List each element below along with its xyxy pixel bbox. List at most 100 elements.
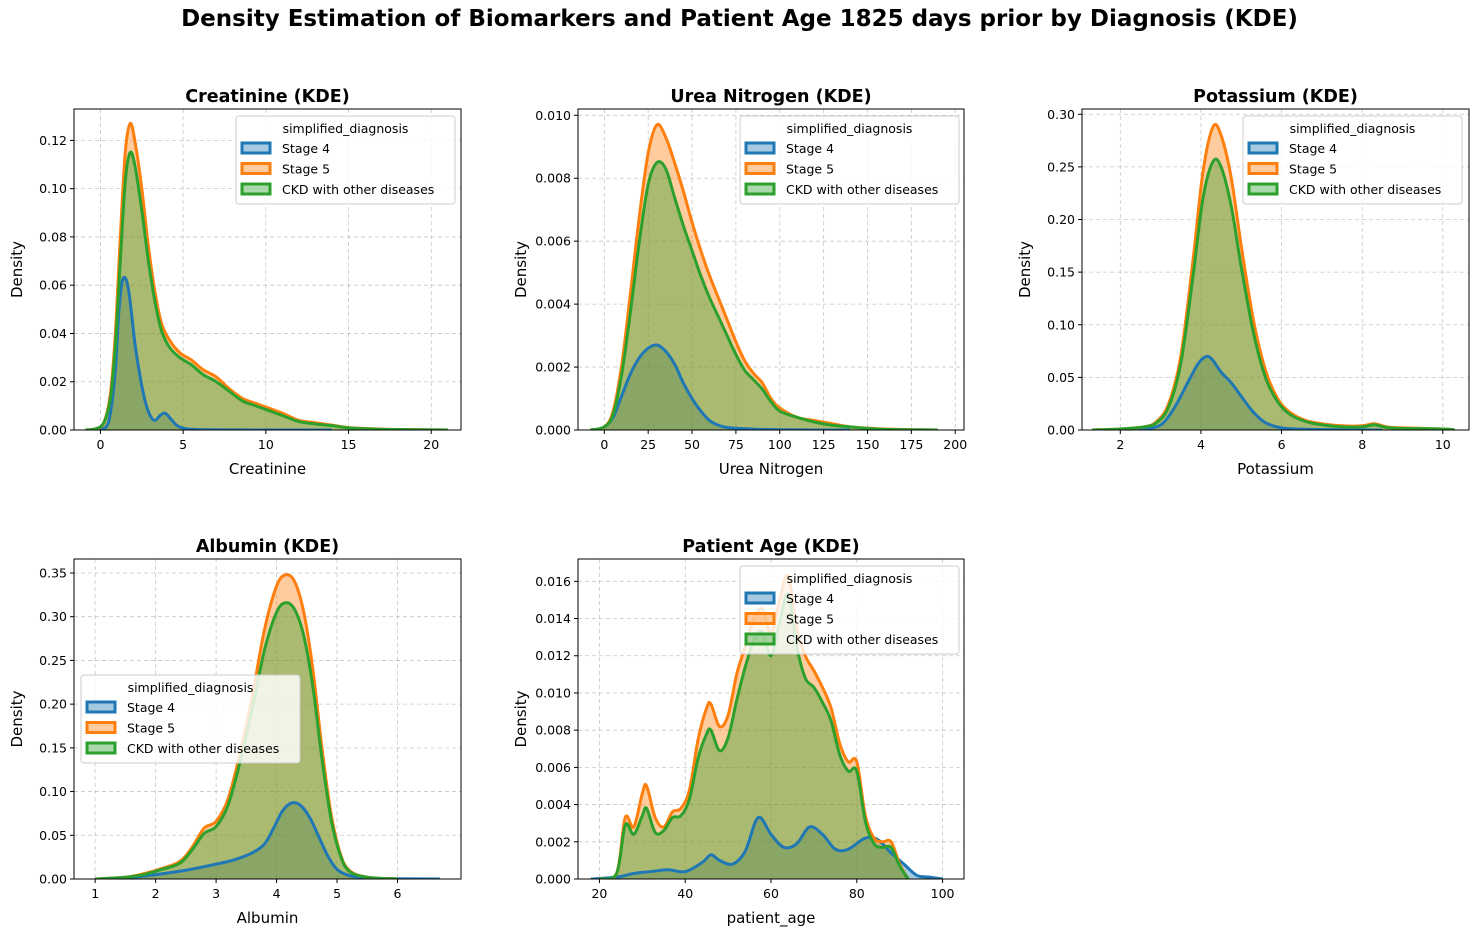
area-ckd-with-other-diseases (1092, 159, 1455, 430)
x-tick-label: 4 (273, 886, 281, 901)
x-tick-label: 4 (1197, 437, 1205, 452)
legend: simplified_diagnosis Stage 4 Stage 5 CKD wi… (80, 674, 301, 764)
x-tick-label: 2 (152, 886, 160, 901)
chart-creatinine: 0 5 10 15 20 0.00 0.02 0.04 0.06 0.08 0.10 0.12 Crea… (8, 87, 462, 478)
y-tick-label: 0.05 (1047, 370, 1075, 385)
y-tick-label: 0.004 (535, 797, 571, 812)
legend-swatch-ckd-with-other-diseases (1247, 182, 1279, 196)
area-stage-4 (590, 817, 943, 879)
y-tick-label: 0.00 (39, 872, 67, 887)
chart-albumin: 1 2 3 4 5 6 0.00 0.05 0.10 0.15 0.20 0.25 0.30 0.35 Al… (8, 537, 462, 927)
y-tick-label: 0.00 (1047, 423, 1075, 438)
legend-swatch-ckd-with-other-diseases (240, 182, 272, 196)
x-tick-label: 80 (849, 886, 865, 901)
y-tick-label: 0.014 (535, 611, 571, 626)
area-stage-4 (1128, 356, 1383, 430)
x-tick-label: 2 (1116, 437, 1124, 452)
y-tick-label: 0.25 (39, 653, 67, 668)
y-tick-label: 0.000 (535, 872, 571, 887)
axes-frame (1081, 108, 1470, 431)
legend-label-stage-4: Stage 4 (282, 141, 330, 156)
y-tick-label: 0.006 (535, 234, 571, 249)
y-tick-label: 0.06 (39, 278, 67, 293)
x-tick-label: 20 (423, 437, 439, 452)
legend-title: simplified_diagnosis (1290, 121, 1416, 136)
chart-title: Urea Nitrogen (KDE) (670, 87, 871, 107)
line-ckd-with-other-diseases (95, 601, 398, 879)
x-axis-label: Potassium (1237, 460, 1314, 478)
legend-swatch-stage-4 (85, 700, 117, 714)
chart-urea-nitrogen: 0 25 50 75 100 125 150 175 200 0.000 0.002 0.004 0.0… (512, 87, 967, 478)
legend: simplified_diagnosis Stage 4 Stage 5 CKD wi… (739, 565, 960, 655)
legend-swatch-stage-4 (240, 141, 272, 155)
legend-swatch-stage-5 (744, 612, 776, 625)
area-stage-4 (595, 344, 850, 430)
line-stage-4 (1128, 354, 1383, 430)
y-tick-label: 0.30 (39, 609, 67, 624)
legend-label-stage-5: Stage 5 (127, 721, 175, 736)
y-tick-label: 0.04 (39, 326, 67, 341)
legend-swatch-stage-5 (744, 162, 776, 175)
y-axis-label: Density (512, 690, 530, 747)
y-tick-label: 0.12 (39, 133, 67, 148)
legend-label-ckd-with-other-diseases: CKD with other diseases (127, 741, 279, 756)
line-ckd-with-other-diseases (85, 150, 448, 430)
y-tick-label: 0.15 (39, 740, 67, 755)
legend: simplified_diagnosis Stage 4 Stage 5 CKD wi… (1242, 115, 1463, 205)
legend-swatch-stage-4 (744, 591, 776, 605)
x-tick-label: 3 (212, 886, 220, 901)
figure-title: Density Estimation of Biomarkers and Pat… (181, 6, 1298, 32)
legend-label-stage-5: Stage 5 (1289, 162, 1337, 177)
y-tick-label: 0.10 (39, 181, 67, 196)
x-tick-label: 40 (677, 886, 693, 901)
legend-label-stage-4: Stage 4 (786, 591, 834, 606)
x-tick-label: 10 (258, 437, 274, 452)
legend-title: simplified_diagnosis (787, 121, 913, 136)
x-tick-label: 0 (96, 437, 104, 452)
y-tick-label: 0.08 (39, 229, 67, 244)
chart-title: Albumin (KDE) (196, 537, 339, 557)
y-tick-label: 0.004 (535, 297, 571, 312)
line-stage-5 (589, 122, 938, 430)
x-tick-label: 150 (856, 437, 880, 452)
y-tick-label: 0.012 (535, 648, 571, 663)
legend-swatch-ckd-with-other-diseases (744, 182, 776, 196)
legend-swatch-stage-5 (240, 162, 272, 175)
legend-title: simplified_diagnosis (283, 121, 409, 136)
legend-label-ckd-with-other-diseases: CKD with other diseases (1289, 182, 1441, 197)
x-tick-label: 175 (899, 437, 923, 452)
x-axis-label: Creatinine (229, 460, 306, 478)
x-tick-label: 75 (728, 437, 744, 452)
legend-label-ckd-with-other-diseases: CKD with other diseases (786, 182, 938, 197)
legend-label-stage-5: Stage 5 (786, 162, 834, 177)
line-ckd-with-other-diseases (589, 160, 938, 430)
x-axis-label: Albumin (237, 909, 299, 927)
x-tick-label: 6 (394, 886, 402, 901)
x-tick-label: 50 (684, 437, 700, 452)
legend-swatch-ckd-with-other-diseases (744, 632, 776, 646)
line-stage-4 (590, 815, 943, 879)
x-tick-label: 100 (768, 437, 792, 452)
legend-label-ckd-with-other-diseases: CKD with other diseases (786, 632, 938, 647)
legend-label-stage-4: Stage 4 (786, 141, 834, 156)
y-tick-label: 0.05 (39, 828, 67, 843)
y-tick-label: 0.02 (39, 374, 67, 389)
y-tick-label: 0.000 (535, 423, 571, 438)
y-tick-label: 0.30 (1047, 107, 1075, 122)
area-ckd-with-other-diseases (85, 151, 448, 430)
x-tick-label: 1 (91, 886, 99, 901)
chart-patient-age: 20 40 60 80 100 0.000 0.002 0.004 0.006 0.008 0.01… (512, 537, 965, 928)
y-tick-label: 0.016 (535, 574, 571, 589)
x-tick-label: 20 (591, 886, 607, 901)
legend-label-stage-4: Stage 4 (1289, 141, 1337, 156)
x-tick-label: 0 (600, 437, 608, 452)
y-tick-label: 0.002 (535, 360, 571, 375)
chart-title: Potassium (KDE) (1193, 87, 1358, 107)
x-tick-label: 5 (179, 437, 187, 452)
y-tick-label: 0.25 (1047, 159, 1075, 174)
area-stage-5 (599, 575, 909, 879)
area-stage-4 (92, 277, 332, 430)
legend-label-ckd-with-other-diseases: CKD with other diseases (282, 182, 434, 197)
y-tick-label: 0.010 (535, 685, 571, 700)
